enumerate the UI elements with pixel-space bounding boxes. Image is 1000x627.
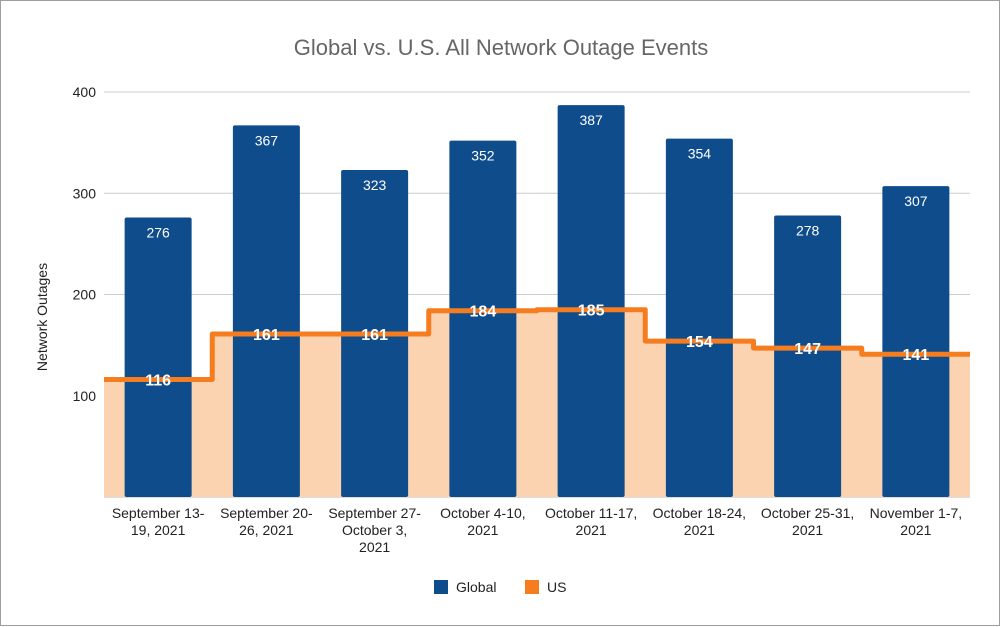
- y-tick-label: 100: [73, 388, 97, 404]
- us-value-label: 161: [253, 327, 280, 344]
- x-axis-ticks: September 13-19, 2021 September 20-26, 20…: [112, 505, 962, 555]
- chart-title: Global vs. U.S. All Network Outage Event…: [294, 35, 709, 60]
- y-axis-label: Network Outages: [34, 263, 50, 371]
- us-value-label: 147: [794, 341, 821, 358]
- global-bars: [124, 105, 950, 498]
- global-value-label: 276: [146, 225, 170, 241]
- us-value-label: 116: [145, 373, 171, 390]
- global-bar[interactable]: [882, 186, 950, 497]
- legend[interactable]: Global US: [434, 579, 566, 595]
- global-value-label: 352: [471, 148, 495, 164]
- x-tick-label: October 11-17, 2021: [545, 505, 637, 538]
- x-tick-label: October 4-10, 2021: [440, 505, 526, 538]
- x-tick-label: October 18-24, 2021: [653, 505, 746, 538]
- global-bar[interactable]: [232, 125, 300, 497]
- x-tick-label: September 13-19, 2021: [112, 505, 205, 538]
- legend-global-label[interactable]: Global: [456, 579, 496, 595]
- y-tick-label: 300: [73, 185, 97, 201]
- global-bar[interactable]: [449, 140, 517, 497]
- x-tick-label: September 27-October 3, 2021: [328, 505, 421, 555]
- y-tick-label: 200: [73, 287, 97, 303]
- us-area: [104, 309, 970, 497]
- data-labels: 276 367 323 352 387 354 278 307 116 161 161 184 185 1…: [145, 112, 929, 389]
- legend-global-swatch[interactable]: [434, 580, 448, 594]
- x-tick-label: September 20-26, 2021: [220, 505, 313, 538]
- global-bar[interactable]: [557, 105, 625, 497]
- global-value-label: 354: [688, 146, 712, 162]
- global-value-label: 307: [904, 193, 928, 209]
- y-tick-label: 400: [73, 84, 97, 100]
- us-value-label: 185: [578, 303, 605, 320]
- global-value-label: 278: [796, 223, 820, 239]
- global-value-label: 323: [363, 177, 387, 193]
- legend-us-swatch[interactable]: [525, 580, 539, 594]
- global-value-label: 367: [255, 132, 279, 148]
- us-value-label: 141: [903, 347, 930, 364]
- us-line[interactable]: [104, 307, 970, 383]
- global-bar[interactable]: [665, 138, 733, 497]
- us-step-line: [104, 307, 970, 383]
- x-tick-label: November 1-7, 2021: [870, 505, 963, 538]
- us-value-label: 184: [470, 304, 497, 321]
- global-bar[interactable]: [124, 217, 192, 498]
- us-value-label: 161: [361, 327, 388, 344]
- global-bar[interactable]: [774, 215, 842, 497]
- global-value-label: 387: [579, 112, 603, 128]
- us-value-label: 154: [686, 334, 713, 351]
- x-tick-label: October 25-31, 2021: [761, 505, 854, 538]
- us-area-fill: [104, 309, 970, 497]
- legend-us-label[interactable]: US: [547, 579, 566, 595]
